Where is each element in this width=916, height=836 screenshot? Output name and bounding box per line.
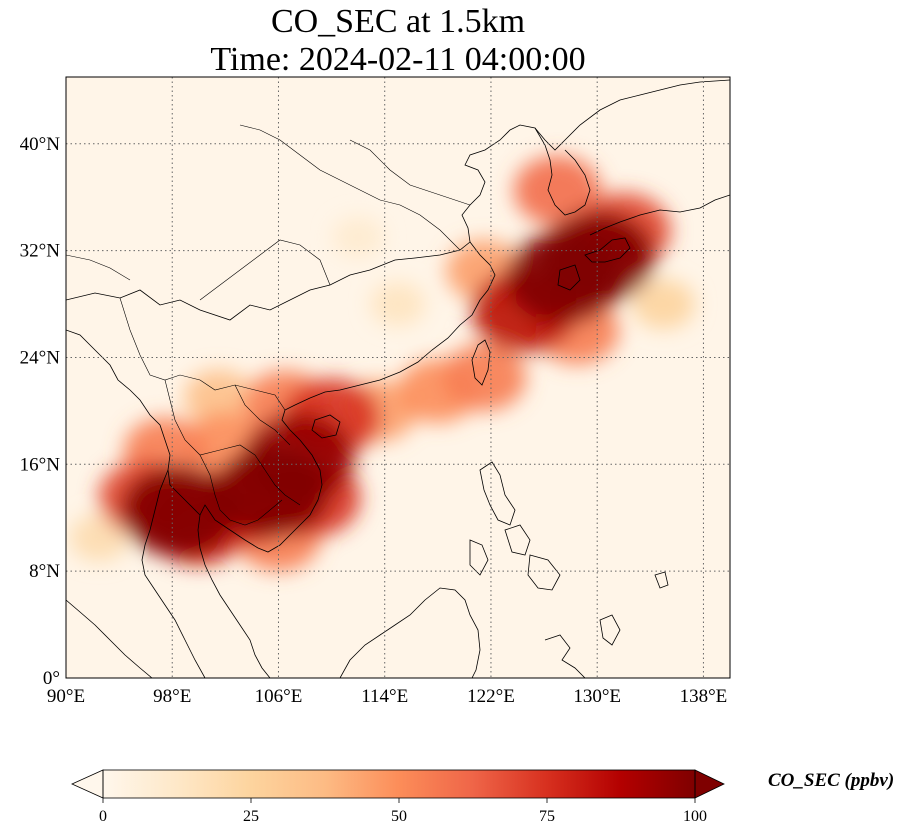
colorbar-tick-label: 25 [243, 808, 259, 825]
coastlines [66, 79, 730, 678]
colorbar-tick-label: 0 [99, 808, 107, 825]
colorbar-tick-label: 50 [391, 808, 407, 825]
longitude-tick-label: 114°E [361, 686, 408, 707]
concentration-plume [513, 155, 601, 226]
map-frame [65, 76, 731, 679]
concentration-plume [183, 369, 254, 426]
concentration-plume [332, 216, 385, 259]
longitude-tick-label: 90°E [47, 686, 85, 707]
latitude-tick-labels: 0° 8°N 16°N 24°N 32°N 40°N [20, 134, 61, 689]
longitude-tick-labels: 90°E 98°E 106°E 114°E 122°E 130°E 138°E [47, 686, 727, 707]
colorbar-extend-min [71, 769, 104, 799]
longitude-tick-label: 122°E [467, 686, 515, 707]
longitude-tick-label: 106°E [255, 686, 303, 707]
map-background [66, 77, 730, 678]
colorbar-tick-label: 100 [683, 808, 707, 825]
concentration-plume [214, 445, 330, 538]
colorbar-tick-label: 75 [539, 808, 555, 825]
latitude-tick-label: 8°N [29, 561, 60, 582]
longitude-tick-label: 138°E [680, 686, 728, 707]
concentration-plume [442, 344, 527, 411]
gridlines [66, 77, 730, 678]
country-borders [66, 124, 471, 526]
concentration-plume [370, 281, 426, 327]
concentration-plume [121, 465, 237, 558]
chart-title-variable: CO_SEC at 1.5km [270, 3, 526, 40]
longitude-tick-label: 98°E [153, 686, 191, 707]
latitude-tick-label: 0° [43, 668, 60, 689]
colorbar-gradient [103, 770, 695, 798]
concentration-plume [632, 279, 695, 330]
latitude-tick-label: 32°N [20, 241, 61, 262]
concentration-plume [69, 514, 129, 562]
chart-title-time: Time: 2024-02-11 04:00:00 [210, 41, 586, 78]
colorbar-label: CO_SEC (ppbv) [768, 770, 895, 791]
latitude-tick-label: 16°N [20, 454, 61, 475]
colorbar: 0 25 50 75 100 [71, 769, 725, 825]
colorbar-extend-max [694, 769, 725, 799]
latitude-tick-label: 24°N [20, 347, 61, 368]
colorbar-ticks: 0 25 50 75 100 [99, 798, 707, 825]
longitude-tick-label: 130°E [573, 686, 621, 707]
latitude-tick-label: 40°N [20, 134, 61, 155]
